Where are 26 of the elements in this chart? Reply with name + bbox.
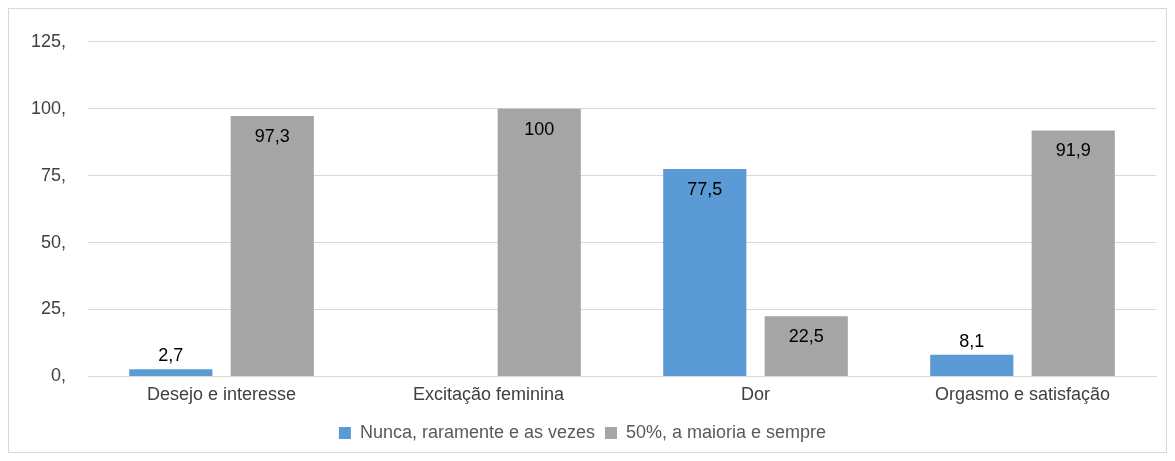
- x-tick-label: Orgasmo e satisfação: [934, 384, 1111, 405]
- x-tick-label: Excitação feminina: [412, 384, 566, 405]
- y-tick-label: 0,: [51, 365, 67, 386]
- bar: [663, 168, 747, 376]
- data-label: 22,5: [788, 326, 824, 347]
- y-tick-label: 25,: [41, 298, 67, 319]
- x-tick-label: Dor: [741, 384, 771, 405]
- bar: [497, 108, 581, 376]
- bar: [930, 354, 1014, 376]
- data-label: 91,9: [1055, 140, 1091, 161]
- y-tick-label: 100,: [30, 97, 67, 118]
- data-label: 8,1: [959, 330, 985, 351]
- bar: [1031, 130, 1115, 376]
- data-label: 77,5: [687, 178, 723, 199]
- bar: [129, 369, 213, 376]
- bar: [764, 316, 848, 376]
- x-tick-label: Desejo e interesse: [146, 384, 297, 405]
- legend-label: 50%, a maioria e sempre: [626, 421, 827, 442]
- legend-label: Nunca, raramente e as vezes: [359, 421, 596, 442]
- y-tick-label: 75,: [41, 164, 67, 185]
- data-label: 2,7: [158, 345, 184, 366]
- y-tick-label: 50,: [41, 231, 67, 252]
- data-label: 97,3: [254, 125, 290, 146]
- y-tick-label: 125,: [30, 30, 67, 51]
- data-label: 100: [524, 118, 555, 139]
- bar: [230, 115, 314, 376]
